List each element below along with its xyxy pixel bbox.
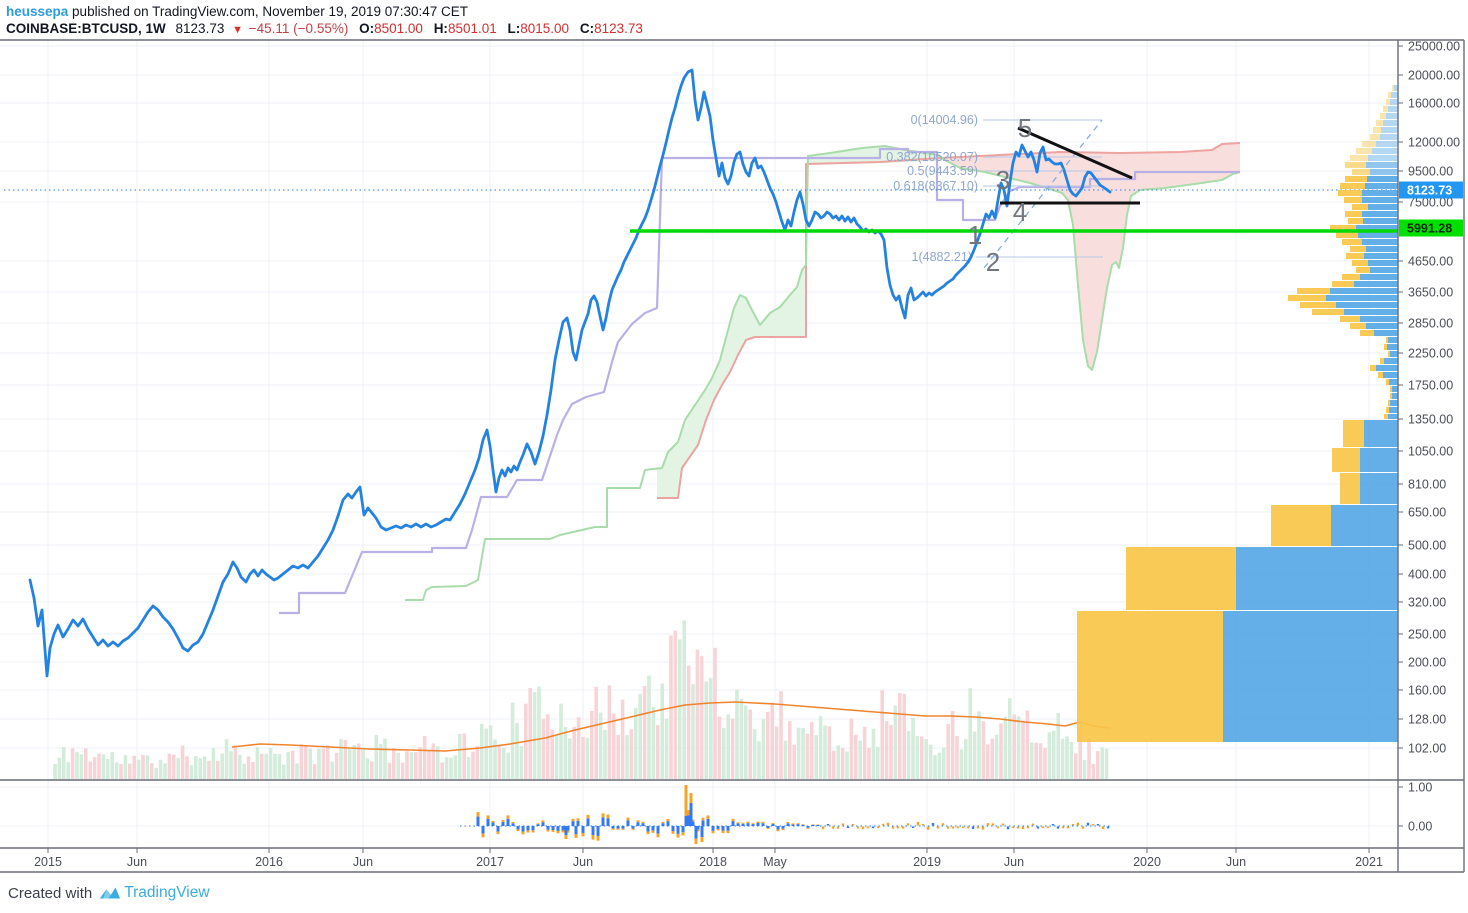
fib-label: 0.618(8367.10) — [893, 179, 978, 193]
price-tick-label: 810.00 — [1408, 478, 1446, 492]
last-price: 8123.73 — [175, 21, 225, 36]
low-label: L: — [507, 21, 521, 36]
time-tick-label: Jun — [1226, 855, 1246, 869]
price-tick-label: 2250.00 — [1408, 347, 1453, 361]
wave-label-1: 1 — [968, 220, 982, 250]
price-tick-label: 1750.00 — [1408, 379, 1453, 393]
published-text: published on TradingView.com, November 1… — [72, 4, 469, 19]
price-tick-label: 400.00 — [1408, 568, 1446, 582]
wave-label-4: 4 — [1013, 197, 1027, 227]
price-tick-label: 3650.00 — [1408, 286, 1453, 300]
close-value: C:8123.73 — [579, 21, 643, 36]
wave-label-2: 2 — [986, 247, 1000, 277]
price-tick-label: 7500.00 — [1408, 196, 1453, 210]
panel-borders — [0, 39, 1465, 873]
price-tick-label: 20000.00 — [1408, 69, 1460, 83]
oscillator-panel[interactable] — [460, 785, 1112, 844]
open-label: O: — [359, 21, 375, 36]
created-with-text: Created with — [8, 884, 93, 902]
price-tick-label: 1350.00 — [1408, 413, 1453, 427]
publish-info: heussepa published on TradingView.com, N… — [6, 3, 468, 21]
time-tick-label: Jun — [573, 855, 593, 869]
fib-label: 0(14004.96) — [911, 113, 978, 127]
price-axis[interactable]: 25000.00 20000.00 16000.00 12000.00 9500.00 7… — [1398, 40, 1463, 834]
low-value: L:8015.00 — [507, 21, 570, 36]
time-tick-label: 2018 — [699, 855, 727, 869]
price-tick-label: 102.00 — [1408, 742, 1446, 756]
price-change: −45.11 (−0.55%) — [248, 21, 349, 36]
time-tick-label: 2020 — [1133, 855, 1161, 869]
down-arrow-icon: ▼ — [232, 24, 243, 36]
price-tick-label: 500.00 — [1408, 539, 1446, 553]
price-tick-label: 200.00 — [1408, 656, 1446, 670]
fib-label: 0.382(10520.07) — [886, 150, 978, 164]
tradingview-brand-link[interactable]: TradingView — [124, 884, 210, 901]
high-label: H: — [433, 21, 448, 36]
tradingview-logo-icon — [100, 887, 121, 899]
price-tick-label: 2850.00 — [1408, 317, 1453, 331]
dashed-projection-line — [983, 119, 1103, 269]
price-tick-label: 320.00 — [1408, 596, 1446, 610]
time-tick-label: 2019 — [913, 855, 941, 869]
username-link[interactable]: heussepa — [6, 4, 69, 19]
price-line[interactable] — [28, 68, 1112, 678]
close-label: C: — [579, 21, 595, 36]
price-tick-label: 1050.00 — [1408, 445, 1453, 459]
price-tick-label: 25000.00 — [1408, 40, 1460, 54]
descending-trendline — [1017, 126, 1133, 180]
symbol-name[interactable]: COINBASE:BTCUSD, 1W — [6, 21, 166, 36]
volume-ma-line — [231, 701, 1111, 752]
price-tick-label: 650.00 — [1408, 506, 1446, 520]
price-tick-label: 16000.00 — [1408, 97, 1460, 111]
time-tick-label: 2016 — [255, 855, 283, 869]
indicator-cloud — [279, 142, 1241, 615]
time-tick-label: May — [763, 855, 787, 869]
time-tick-label: Jun — [1004, 855, 1024, 869]
wave-label-3: 3 — [996, 165, 1010, 195]
price-badge — [1399, 181, 1463, 199]
footer: Created with TradingView — [8, 884, 210, 902]
open-value: O:8501.00 — [359, 21, 423, 36]
elliott-wave-labels[interactable]: 12 34 5 — [968, 113, 1032, 277]
wave-label-5: 5 — [1018, 113, 1032, 143]
user-drawings[interactable] — [630, 119, 1398, 269]
oscillator-tick-label: 1.00 — [1408, 781, 1432, 795]
high-value: H:8501.01 — [433, 21, 497, 36]
time-tick-label: 2021 — [1355, 855, 1383, 869]
time-tick-label: Jun — [127, 855, 147, 869]
time-tick-label: 2015 — [34, 855, 62, 869]
price-tick-label: 12000.00 — [1408, 136, 1460, 150]
price-badge-text: 5991.28 — [1407, 222, 1452, 236]
time-tick-label: 2017 — [476, 855, 504, 869]
oscillator-tick-label: 0.00 — [1408, 820, 1432, 834]
price-tick-label: 9500.00 — [1408, 165, 1453, 179]
price-tick-label: 250.00 — [1408, 628, 1446, 642]
price-tick-label: 160.00 — [1408, 684, 1446, 698]
symbol-legend: COINBASE:BTCUSD, 1W 8123.73 ▼ −45.11 (−0… — [6, 20, 643, 39]
price-badge — [1399, 219, 1463, 237]
time-tick-label: Jun — [353, 855, 373, 869]
price-badge-text: 8123.73 — [1407, 184, 1452, 198]
time-axis[interactable]: 2015 Jun 2016 Jun 2017 Jun 2018 May 2019 Jun 2020 J… — [34, 848, 1383, 869]
price-tick-label: 4650.00 — [1408, 255, 1453, 269]
volume-profile — [1077, 85, 1398, 742]
fib-label: 1(4882.21) — [912, 250, 972, 264]
fib-label: 0.5(9443.59) — [907, 164, 978, 178]
volume-histogram — [53, 620, 1111, 779]
price-tick-label: 128.00 — [1408, 713, 1446, 727]
